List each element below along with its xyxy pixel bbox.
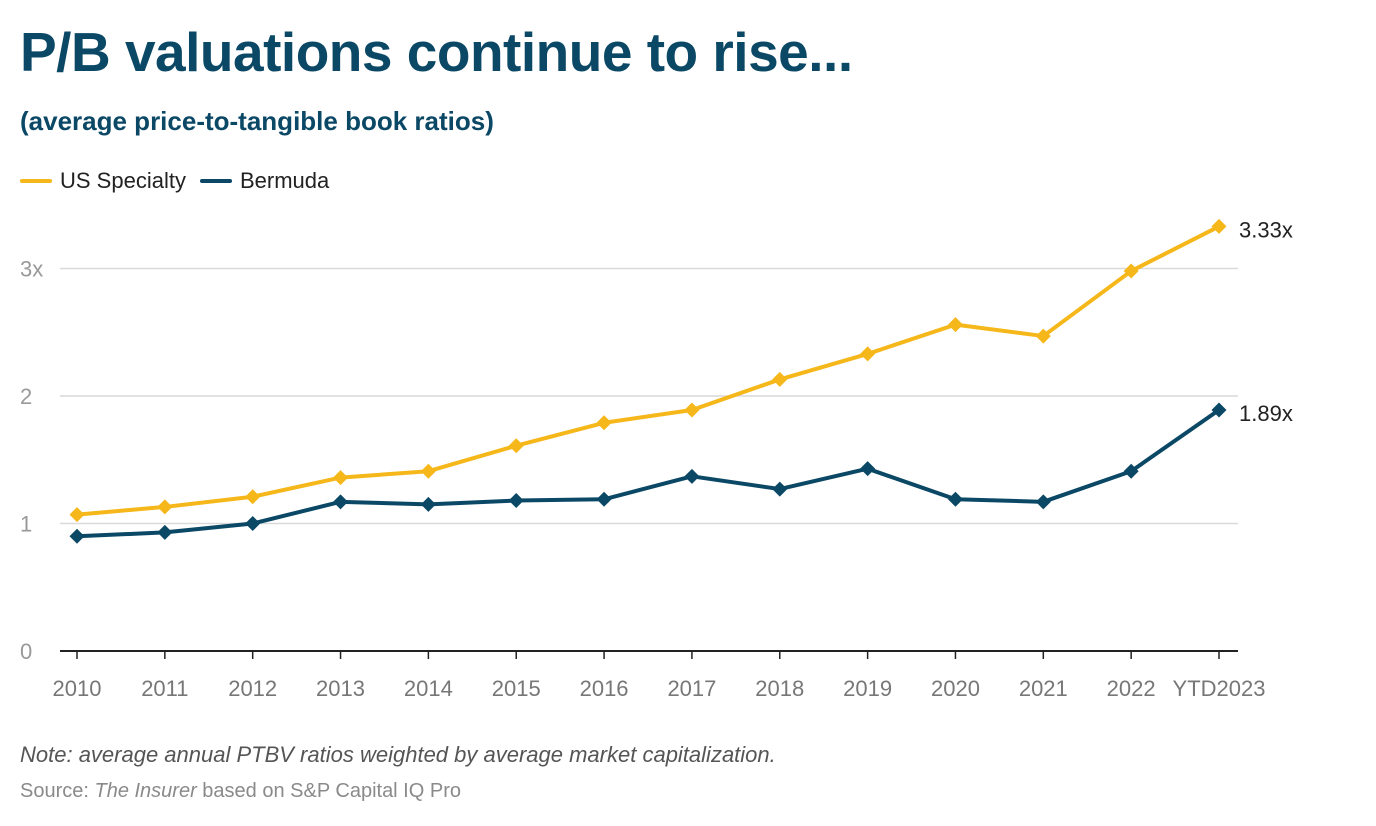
legend-label-bermuda: Bermuda (239, 168, 330, 193)
point-us-specialty-2019 (860, 346, 876, 362)
legend-swatch-us-specialty (20, 179, 52, 183)
point-bermuda-2018 (772, 481, 788, 497)
series-line-bermuda (76, 408, 1221, 539)
point-bermuda-YTD2023 (1211, 402, 1227, 418)
point-us-specialty-2022 (1123, 263, 1139, 279)
x-tick-label-2014: 2014 (404, 676, 453, 701)
end-label-us-specialty: 3.33x (1239, 217, 1293, 242)
point-us-specialty-2018 (772, 371, 788, 387)
x-tick-label-2022: 2022 (1107, 676, 1156, 701)
source-prefix: Source: (20, 780, 95, 802)
point-bermuda-2013 (333, 494, 349, 510)
x-tick-label-2017: 2017 (667, 676, 716, 701)
x-tick-label-2021: 2021 (1019, 676, 1068, 701)
point-us-specialty-2016 (596, 415, 612, 431)
x-tick-label-YTD2023: YTD2023 (1173, 676, 1266, 701)
x-tick-label-2012: 2012 (228, 676, 277, 701)
legend: US Specialty Bermuda (20, 168, 343, 194)
point-bermuda-2015 (508, 493, 524, 509)
point-bermuda-2014 (420, 496, 436, 512)
point-us-specialty-2012 (245, 489, 261, 505)
chart-note: Note: average annual PTBV ratios weighte… (20, 742, 776, 767)
point-us-specialty-2010 (69, 507, 85, 523)
point-bermuda-2017 (684, 468, 700, 484)
x-tick-label-2016: 2016 (580, 676, 629, 701)
source-publication: The Insurer (94, 780, 197, 802)
point-us-specialty-2017 (684, 402, 700, 418)
source-suffix: based on S&P Capital IQ Pro (196, 780, 461, 802)
point-us-specialty-YTD2023 (1211, 218, 1227, 234)
legend-item-bermuda: Bermuda (199, 168, 330, 194)
y-tick-label-3: 3x (20, 257, 43, 282)
point-us-specialty-2021 (1035, 328, 1051, 344)
y-tick-label-1: 1 (20, 512, 32, 537)
chart-subtitle: (average price-to-tangible book ratios) (20, 106, 494, 136)
point-us-specialty-2020 (947, 317, 963, 333)
point-bermuda-2021 (1035, 494, 1051, 510)
chart-source: Source: The Insurer based on S&P Capital… (20, 780, 461, 803)
point-bermuda-2020 (947, 491, 963, 507)
end-label-bermuda: 1.89x (1239, 401, 1293, 426)
x-tick-label-2020: 2020 (931, 676, 980, 701)
y-tick-label-2: 2 (20, 384, 32, 409)
chart-title: P/B valuations continue to rise... (20, 21, 853, 83)
point-bermuda-2011 (157, 524, 173, 540)
point-bermuda-2019 (860, 461, 876, 477)
point-us-specialty-2013 (333, 470, 349, 486)
x-tick-label-2010: 2010 (53, 676, 102, 701)
point-bermuda-2016 (596, 491, 612, 507)
point-us-specialty-2011 (157, 499, 173, 515)
y-tick-label-0: 0 (20, 639, 32, 664)
x-tick-label-2019: 2019 (843, 676, 892, 701)
point-us-specialty-2015 (508, 438, 524, 454)
legend-swatch-bermuda (199, 179, 232, 183)
point-bermuda-2010 (69, 528, 85, 544)
series-line-us-specialty (76, 224, 1220, 517)
x-tick-label-2018: 2018 (755, 676, 804, 701)
legend-label-us-specialty: US Specialty (60, 168, 186, 193)
x-tick-label-2015: 2015 (492, 676, 541, 701)
x-tick-label-2011: 2011 (141, 676, 188, 701)
point-us-specialty-2014 (420, 463, 436, 479)
point-bermuda-2012 (245, 516, 261, 531)
x-tick-label-2013: 2013 (316, 676, 365, 701)
legend-item-us-specialty: US Specialty (20, 168, 186, 194)
point-bermuda-2022 (1123, 463, 1139, 479)
